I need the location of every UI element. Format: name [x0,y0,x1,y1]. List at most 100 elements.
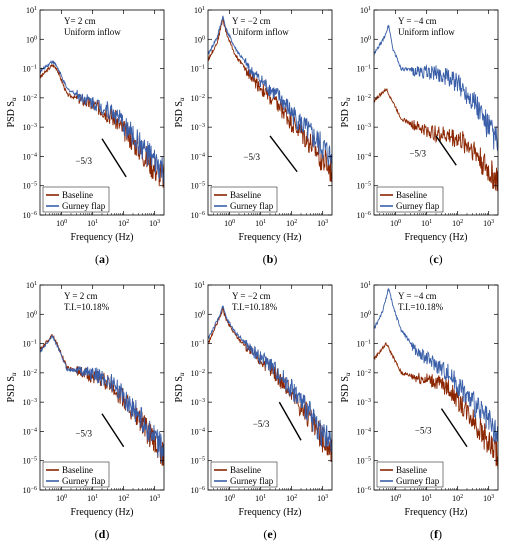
y-tick-label: 10−1 [23,65,37,74]
slope-reference-line [101,413,125,448]
y-tick-label: 100 [26,310,37,319]
panel-label: (c) [429,252,442,266]
y-tick-label: 10−1 [357,65,371,74]
slope-reference-line [269,135,298,173]
y-tick-label: 100 [360,310,371,319]
x-tick-label: 103 [317,494,328,503]
series-gurney-flap-line [374,287,498,444]
condition-annotation: Uniform inflow [398,27,455,37]
x-tick-label: 102 [286,494,297,503]
x-tick-label: 102 [452,494,463,503]
legend-entry: Gurney flap [62,476,106,486]
x-axis-label: Frequency (Hz) [70,507,133,518]
y-tick-label: 10−3 [357,123,371,132]
y-tick-label: 10−6 [23,211,37,220]
series-gurney-flap-line [208,15,332,171]
series-baseline-line [374,342,498,471]
x-axis-label: Frequency (Hz) [238,232,301,243]
x-tick-label: 102 [118,494,129,503]
condition-annotation: T.I.=10.18% [64,302,110,312]
y-tick-label: 10−6 [191,211,205,220]
x-tick-label: 103 [317,219,328,228]
y-tick-label: 10−3 [191,123,205,132]
legend-entry: Gurney flap [396,476,440,486]
x-tick-label: 100 [224,219,235,228]
panel-e: −5/3 100 101 102 103 10−6 10−5 10−4 10−3 10−2 10−1… [174,281,333,541]
condition-annotation: Y= 2 cm [64,16,96,26]
x-tick-label: 101 [255,494,266,503]
y-tick-label: 10−1 [191,340,205,349]
x-tick-label: 101 [421,494,432,503]
y-tick-label: 10−4 [191,427,205,436]
panel-c: −5/3 100 101 102 103 10−6 10−5 10−4 10−3 10−2 10−1… [340,6,499,266]
y-tick-label: 10−2 [23,94,37,103]
slope-label: −5/3 [243,152,260,162]
x-tick-label: 100 [390,494,401,503]
x-axis-label: Frequency (Hz) [238,507,301,518]
x-tick-label: 100 [224,494,235,503]
panel-label: (b) [263,252,278,266]
y-tick-label: 10−2 [191,94,205,103]
x-tick-label: 101 [87,494,98,503]
y-tick-label: 100 [360,35,371,44]
x-tick-label: 101 [421,219,432,228]
legend-entry: Baseline [396,465,427,475]
series-baseline-line [40,63,164,188]
x-tick-label: 103 [149,219,160,228]
y-tick-label: 10−4 [23,427,37,436]
x-tick-label: 100 [56,219,67,228]
y-tick-label: 10−5 [23,182,37,191]
y-tick-label: 10−4 [357,427,371,436]
x-tick-label: 103 [483,494,494,503]
y-axis-label: PSD Su [6,372,18,402]
y-tick-label: 10−2 [357,94,371,103]
condition-annotation: T.I.=10.18% [398,302,444,312]
slope-reference-line [435,135,457,166]
legend-entry: Gurney flap [396,201,440,211]
slope-label: −5/3 [75,428,92,438]
y-tick-label: 10−6 [357,211,371,220]
axes-frame [207,9,333,216]
panel-label: (a) [95,252,109,266]
y-tick-label: 10−3 [357,398,371,407]
legend-entry: Baseline [230,190,261,200]
y-tick-label: 10−3 [23,398,37,407]
slope-label: −5/3 [253,419,270,429]
y-tick-label: 10−4 [191,152,205,161]
panel-a: −5/3 100 101 102 103 10−6 10−5 10−4 10−3 10−2 10−1… [6,6,165,266]
condition-annotation: Y = 2 cm [64,291,98,301]
y-axis-label: PSD Su [340,372,352,402]
slope-label: −5/3 [409,149,426,159]
y-tick-label: 101 [360,6,371,15]
series-gurney-flap-line [40,334,164,464]
series-baseline-line [40,333,164,466]
condition-annotation: T.I.=10.18% [232,302,278,312]
x-tick-label: 100 [390,219,401,228]
y-tick-label: 10−1 [23,340,37,349]
y-tick-label: 10−2 [191,369,205,378]
y-tick-label: 10−3 [191,398,205,407]
panel-label: (f) [430,527,442,541]
y-tick-label: 100 [26,35,37,44]
y-tick-label: 10−6 [23,486,37,495]
legend-entry: Baseline [62,465,93,475]
condition-annotation: Uniform inflow [232,27,289,37]
y-axis-label: PSD Su [6,97,18,127]
series-gurney-flap-line [374,24,498,151]
y-tick-label: 100 [194,310,205,319]
legend-entry: Baseline [396,190,427,200]
y-tick-label: 100 [194,35,205,44]
x-axis-label: Frequency (Hz) [404,507,467,518]
x-tick-label: 100 [56,494,67,503]
y-axis-label: PSD Su [174,97,186,127]
condition-annotation: Y = −4 cm [398,16,437,26]
x-axis-label: Frequency (Hz) [70,232,133,243]
y-tick-label: 101 [194,6,205,15]
legend-entry: Baseline [230,465,261,475]
x-axis-label: Frequency (Hz) [404,232,467,243]
series-baseline-line [208,18,332,183]
legend-entry: Gurney flap [62,201,106,211]
